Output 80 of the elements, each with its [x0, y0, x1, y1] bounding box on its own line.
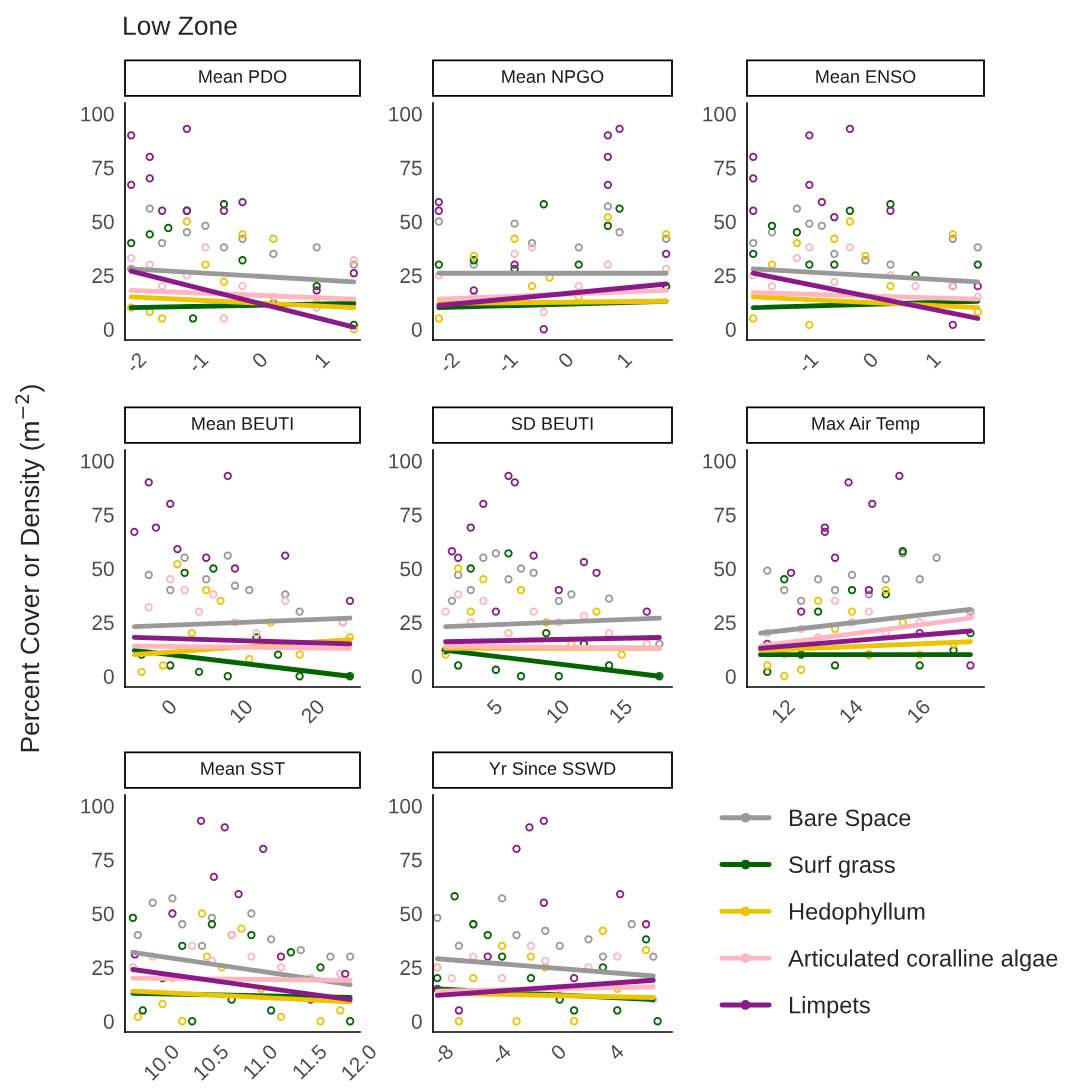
y-tick-label: 25 — [400, 268, 422, 284]
y-tick-label: 25 — [92, 268, 114, 284]
y-tick-label: 0 — [725, 669, 736, 684]
legend-label: Hedophyllum — [789, 902, 925, 925]
x-tick-label: -1 — [186, 351, 209, 374]
x-tick-label: 0 — [251, 351, 269, 369]
x-tick-label: 16 — [906, 698, 932, 724]
y-tick-label: 75 — [400, 507, 422, 523]
y-tick-label: 25 — [400, 960, 422, 976]
y-tick-label: 25 — [714, 615, 736, 631]
y-tick-label: 100 — [703, 453, 736, 469]
y-tick-label: 100 — [389, 453, 422, 469]
x-tick-label: 1 — [924, 351, 942, 369]
y-tick-label: 50 — [400, 214, 422, 230]
chart-title: Max Air Temp — [812, 416, 920, 434]
y-tick-label: 75 — [400, 160, 422, 176]
x-tick-label: 4 — [607, 1043, 625, 1061]
x-tick-label: 10 — [228, 698, 254, 724]
x-tick-label: 10 — [545, 698, 571, 724]
y-tick-label: 0 — [411, 1014, 422, 1029]
x-tick-label: 20 — [300, 698, 326, 724]
y-tick-label: 50 — [714, 561, 736, 577]
y-tick-label: 50 — [92, 561, 114, 577]
chart-title: Mean BEUTI — [192, 417, 293, 430]
y-tick-label: 75 — [92, 507, 114, 523]
x-tick-label: 15 — [608, 698, 634, 724]
y-tick-label: 25 — [400, 615, 422, 631]
legend-label: Articulated coralline algae — [788, 949, 1058, 972]
x-tick-label: 5 — [486, 698, 504, 716]
x-tick-label: 0 — [557, 351, 575, 369]
chart-title: Mean PDO — [199, 70, 287, 83]
x-tick-label: 0 — [160, 698, 178, 716]
x-tick-label: 14 — [838, 698, 864, 724]
x-tick-label: 0 — [861, 351, 880, 369]
x-tick-label: -2 — [125, 351, 147, 374]
y-tick-label: 25 — [92, 960, 114, 976]
y-tick-label: 100 — [81, 106, 114, 122]
y-tick-label: 100 — [389, 106, 422, 122]
y-tick-label: 75 — [400, 852, 422, 868]
y-tick-label: 0 — [103, 322, 114, 337]
y-tick-label: 0 — [411, 669, 422, 684]
y-tick-label: 25 — [92, 615, 114, 631]
x-tick-label: 12 — [770, 698, 796, 724]
legend-label: Surf grass — [789, 855, 895, 878]
x-tick-label: -2 — [438, 351, 461, 374]
y-tick-label: 50 — [714, 214, 736, 230]
chart-title: Mean ENSO — [816, 70, 916, 83]
y-axis-title: Percent Cover or Density (m$^{−2}$) — [15, 385, 45, 752]
y-tick-label: 100 — [81, 453, 114, 469]
y-tick-label: 75 — [92, 852, 114, 868]
x-tick-label: 1 — [616, 351, 633, 369]
y-tick-label: 50 — [400, 906, 422, 922]
y-tick-label: 75 — [92, 160, 114, 176]
y-tick-label: 0 — [725, 322, 736, 337]
chart-title: SD BEUTI — [511, 417, 593, 430]
chart-title: Mean NPGO — [502, 70, 604, 83]
x-tick-label: 1 — [313, 351, 331, 369]
y-tick-label: 25 — [714, 268, 736, 284]
y-tick-label: 50 — [400, 561, 422, 577]
chart-title: Yr Since SSWD — [489, 761, 616, 775]
y-tick-label: 0 — [103, 669, 114, 684]
y-tick-label: 50 — [92, 214, 114, 230]
text: Low Zone — [124, 16, 237, 36]
x-tick-label: 11.0 — [242, 1043, 279, 1080]
x-tick-label: -4 — [489, 1043, 513, 1066]
chart-title: Mean SST — [201, 762, 285, 775]
x-tick-label: 0 — [549, 1043, 568, 1061]
x-tick-label: -1 — [496, 351, 519, 374]
y-tick-label: 75 — [714, 160, 736, 176]
x-tick-label: -8 — [432, 1043, 455, 1066]
y-tick-label: 50 — [92, 906, 114, 922]
y-tick-label: 0 — [103, 1014, 114, 1029]
legend-label: Bare Space — [789, 809, 911, 831]
y-tick-label: 0 — [411, 322, 422, 337]
y-tick-label: 75 — [714, 507, 736, 523]
legend-label: Limpets — [789, 996, 870, 1019]
x-tick-label: -1 — [797, 351, 820, 374]
y-tick-label: 100 — [81, 798, 114, 814]
y-tick-label: 100 — [703, 106, 736, 122]
y-tick-label: 100 — [389, 798, 422, 814]
